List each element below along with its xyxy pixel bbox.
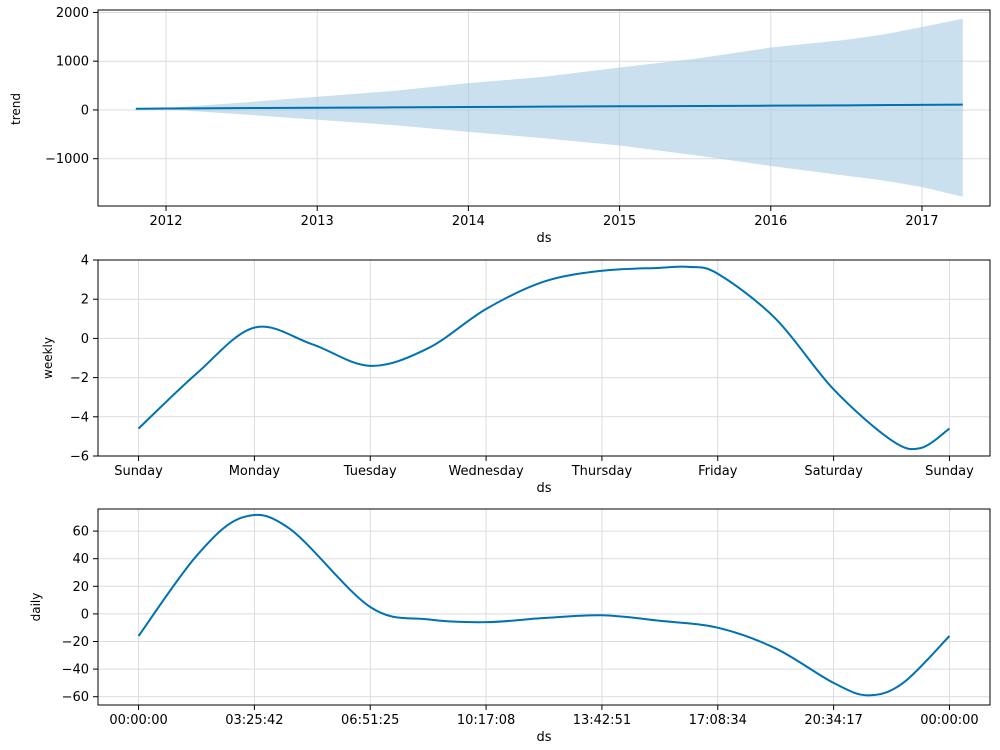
x-tick-label: Tuesday bbox=[343, 464, 397, 479]
x-tick-label: 13:42:51 bbox=[573, 713, 631, 728]
y-tick-label: 0 bbox=[81, 103, 89, 118]
x-tick-label: 17:08:34 bbox=[689, 713, 747, 728]
series-line-trend bbox=[135, 103, 963, 110]
x-tick-label: Sunday bbox=[114, 464, 163, 479]
y-tick-label: −4 bbox=[70, 410, 89, 425]
panel-weekly: Sunday Monday Tuesday Wednesday Thursday Frid… bbox=[41, 254, 991, 496]
series-line-weekly bbox=[137, 265, 951, 451]
x-tick-label: 2016 bbox=[754, 214, 787, 229]
y-tick-label: 0 bbox=[81, 332, 89, 347]
y-tick-label: 0 bbox=[81, 607, 89, 622]
y-axis-label: daily bbox=[29, 593, 43, 622]
panel-trend: 2012 2013 2014 2015 2016 2017 −1000 0 1000 2000 ds… bbox=[9, 6, 991, 246]
y-tick-label: 4 bbox=[81, 254, 89, 269]
x-tick-label: 06:51:25 bbox=[341, 713, 399, 728]
x-tick-label: 00:00:00 bbox=[109, 713, 167, 728]
x-axis-label: ds bbox=[536, 730, 551, 745]
uncertainty-band bbox=[135, 18, 963, 197]
x-tick-label: 2014 bbox=[452, 214, 485, 229]
y-tick-label: 2000 bbox=[56, 6, 89, 21]
y-tick-label: 1000 bbox=[56, 55, 89, 70]
y-tick-label: −60 bbox=[62, 690, 89, 705]
y-tick-label: −2 bbox=[70, 371, 89, 386]
x-tick-label: Friday bbox=[698, 464, 738, 479]
x-axis-label: ds bbox=[536, 231, 551, 246]
plot-frame bbox=[97, 9, 991, 207]
y-axis-label: weekly bbox=[41, 337, 55, 379]
x-axis-label: ds bbox=[536, 481, 551, 496]
plot-frame bbox=[97, 259, 991, 457]
x-tick-label: Thursday bbox=[571, 464, 633, 479]
x-tick-label: 20:34:17 bbox=[804, 713, 862, 728]
y-tick-label: −1000 bbox=[45, 152, 89, 167]
series-line-daily bbox=[137, 513, 951, 697]
y-tick-label: −20 bbox=[62, 635, 89, 650]
x-tick-label: 2015 bbox=[603, 214, 636, 229]
x-tick-label: 10:17:08 bbox=[457, 713, 515, 728]
x-tick-label: 2017 bbox=[905, 214, 938, 229]
panel-daily: 00:00:00 03:25:42 06:51:25 10:17:08 13:42:51… bbox=[29, 508, 991, 745]
x-tick-label: Wednesday bbox=[448, 464, 524, 479]
x-tick-label: Sunday bbox=[925, 464, 974, 479]
x-tick-label: Saturday bbox=[804, 464, 863, 479]
y-tick-label: 40 bbox=[72, 552, 89, 567]
y-tick-label: 2 bbox=[81, 293, 89, 308]
plot-frame bbox=[97, 508, 991, 706]
x-tick-label: 00:00:00 bbox=[920, 713, 978, 728]
y-tick-label: −6 bbox=[70, 450, 89, 465]
y-tick-label: 60 bbox=[72, 525, 89, 540]
y-tick-label: −40 bbox=[62, 663, 89, 678]
x-tick-label: 03:25:42 bbox=[225, 713, 283, 728]
x-tick-label: 2013 bbox=[301, 214, 334, 229]
x-tick-label: 2012 bbox=[149, 214, 182, 229]
y-axis-label: trend bbox=[9, 93, 23, 125]
x-tick-label: Monday bbox=[229, 464, 281, 479]
y-tick-label: 20 bbox=[72, 580, 89, 595]
